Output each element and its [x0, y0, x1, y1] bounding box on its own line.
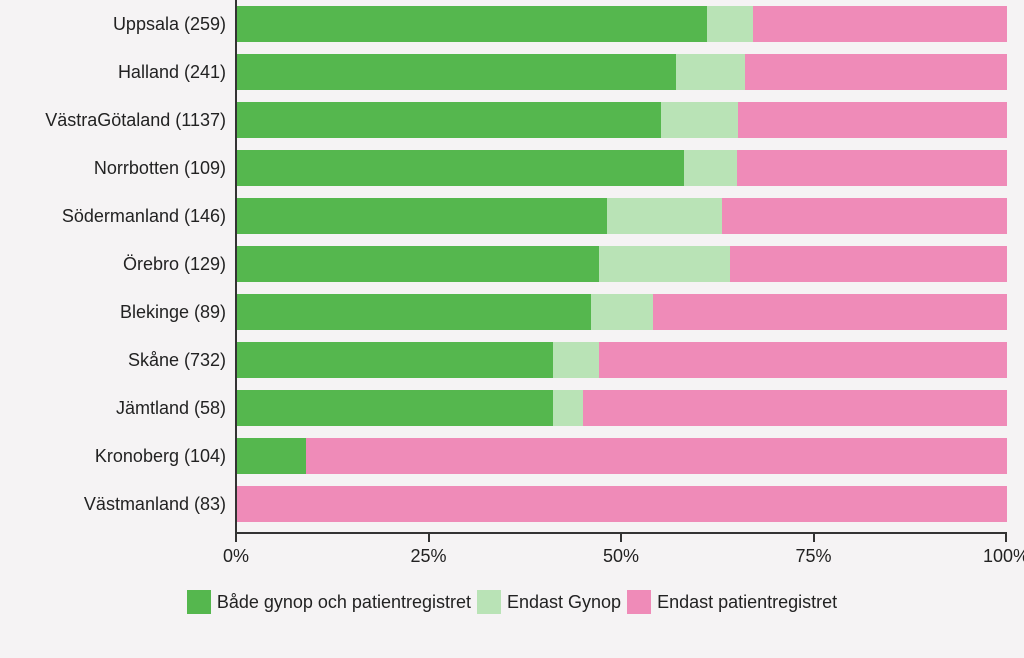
x-tick-label: 100% — [983, 546, 1024, 567]
bar-segment-gynop_only — [599, 246, 730, 282]
x-tick — [813, 534, 815, 542]
bar-segment-both — [237, 6, 707, 42]
legend-item: Både gynop och patientregistret — [187, 590, 471, 614]
bar-segment-gynop_only — [684, 150, 738, 186]
row-label: Uppsala (259) — [6, 0, 226, 48]
bar-segment-gynop_only — [553, 342, 599, 378]
bar-segment-patient_only — [237, 486, 1007, 522]
x-tick-label: 0% — [223, 546, 249, 567]
x-tick — [428, 534, 430, 542]
bar-segment-both — [237, 102, 661, 138]
row-label: Skåne (732) — [6, 336, 226, 384]
bar-track — [237, 54, 1007, 90]
bar-segment-patient_only — [738, 102, 1008, 138]
x-tick-label: 50% — [603, 546, 639, 567]
row-label: Blekinge (89) — [6, 288, 226, 336]
bar-segment-patient_only — [306, 438, 1007, 474]
bar-segment-patient_only — [753, 6, 1007, 42]
bar-track — [237, 294, 1007, 330]
x-tick — [620, 534, 622, 542]
x-tick — [1005, 534, 1007, 542]
legend-swatch — [187, 590, 211, 614]
x-tick-label: 25% — [410, 546, 446, 567]
bar-segment-patient_only — [583, 390, 1007, 426]
bar-segment-both — [237, 246, 599, 282]
row-label: Örebro (129) — [6, 240, 226, 288]
bar-segment-patient_only — [737, 150, 1007, 186]
legend-label: Både gynop och patientregistret — [217, 592, 471, 613]
bar-segment-patient_only — [745, 54, 1007, 90]
bar-segment-gynop_only — [707, 6, 753, 42]
bar-track — [237, 438, 1007, 474]
row-label: Kronoberg (104) — [6, 432, 226, 480]
stacked-bar-chart: Uppsala (259)Halland (241)VästraGötaland… — [0, 0, 1024, 658]
bar-segment-patient_only — [722, 198, 1007, 234]
bar-segment-both — [237, 54, 676, 90]
bar-segment-both — [237, 294, 591, 330]
row-label: Jämtland (58) — [6, 384, 226, 432]
legend: Både gynop och patientregistret Endast Gy… — [0, 590, 1024, 614]
legend-label: Endast Gynop — [507, 592, 621, 613]
bar-segment-both — [237, 390, 553, 426]
bar-track — [237, 246, 1007, 282]
bar-segment-patient_only — [730, 246, 1007, 282]
bar-segment-both — [237, 438, 306, 474]
x-axis: 0%25%50%75%100% — [235, 534, 1007, 574]
bar-track — [237, 390, 1007, 426]
row-label: Västmanland (83) — [6, 480, 226, 528]
bar-segment-both — [237, 150, 684, 186]
bar-segment-patient_only — [653, 294, 1007, 330]
bar-segment-gynop_only — [661, 102, 738, 138]
bar-track — [237, 342, 1007, 378]
bar-segment-gynop_only — [591, 294, 653, 330]
row-label: Södermanland (146) — [6, 192, 226, 240]
row-label: VästraGötaland (1137) — [6, 96, 226, 144]
bar-track — [237, 6, 1007, 42]
bar-segment-gynop_only — [676, 54, 745, 90]
bar-track — [237, 486, 1007, 522]
legend-swatch — [477, 590, 501, 614]
row-label: Halland (241) — [6, 48, 226, 96]
row-label: Norrbotten (109) — [6, 144, 226, 192]
bar-track — [237, 102, 1007, 138]
bar-segment-both — [237, 342, 553, 378]
x-tick — [235, 534, 237, 542]
legend-item: Endast patientregistret — [627, 590, 837, 614]
bar-track — [237, 198, 1007, 234]
x-tick-label: 75% — [795, 546, 831, 567]
bar-segment-gynop_only — [553, 390, 584, 426]
bar-track — [237, 150, 1007, 186]
bar-segment-gynop_only — [607, 198, 723, 234]
legend-label: Endast patientregistret — [657, 592, 837, 613]
legend-item: Endast Gynop — [477, 590, 621, 614]
bar-segment-patient_only — [599, 342, 1007, 378]
bar-segment-both — [237, 198, 607, 234]
legend-swatch — [627, 590, 651, 614]
